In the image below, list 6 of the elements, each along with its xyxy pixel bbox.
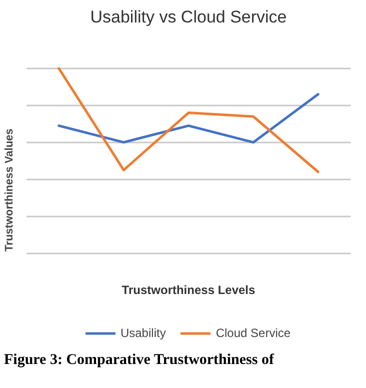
y-axis-title: Trustworthiness Values bbox=[4, 128, 16, 252]
legend-label: Usability bbox=[120, 326, 166, 340]
chart-title: Usability vs Cloud Service bbox=[90, 8, 287, 26]
caption: Figure 3: Comparative Trustworthiness of bbox=[4, 351, 274, 370]
x-axis-title: Trustworthiness Levels bbox=[122, 283, 256, 298]
legend-label: Cloud Service bbox=[216, 326, 291, 340]
